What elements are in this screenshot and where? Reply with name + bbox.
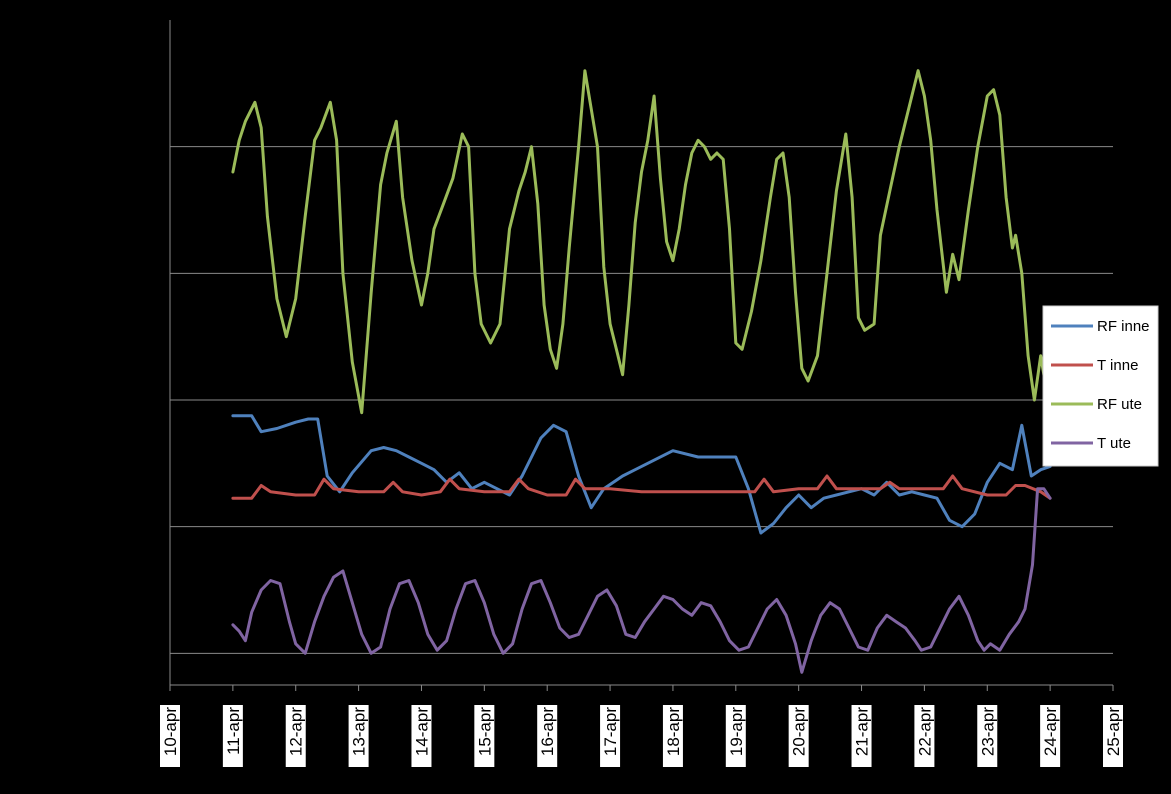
x-tick-label-group: 18-apr bbox=[662, 705, 683, 767]
x-tick-label-bg bbox=[600, 705, 621, 767]
x-tick-label: 11-apr bbox=[224, 707, 243, 755]
x-tick-label-bg bbox=[160, 705, 180, 767]
x-tick-label-group: 20-apr bbox=[788, 705, 809, 767]
x-tick-label-bg bbox=[411, 705, 432, 767]
x-tick-label: 15-apr bbox=[475, 707, 494, 756]
series-line-t-inne bbox=[231, 474, 1052, 500]
series-line-t-ute bbox=[231, 487, 1052, 674]
x-tick-label: 14-apr bbox=[412, 707, 431, 756]
x-tick-label-bg bbox=[1103, 705, 1123, 767]
x-tick-label-group: 11-apr bbox=[222, 705, 243, 767]
x-tick-label: 25-apr bbox=[1104, 707, 1123, 756]
x-tick-label: 21-apr bbox=[853, 707, 872, 756]
x-axis-tick-labels: 10-apr 11-apr 12-apr 13-apr 14-apr 15-apr 16-a… bbox=[160, 705, 1123, 767]
x-tick-label-group: 19-apr bbox=[725, 705, 746, 767]
x-tick-label-group: 17-apr bbox=[600, 705, 621, 767]
x-tick-label-bg bbox=[977, 705, 998, 767]
x-tick-label-group: 15-apr bbox=[474, 705, 495, 767]
x-tick-label-group: 23-apr bbox=[977, 705, 998, 767]
x-tick-label-bg bbox=[914, 705, 935, 767]
legend: RF inne T inne RF ute T ute bbox=[1042, 305, 1159, 467]
x-tick-label-group: 10-apr bbox=[160, 705, 180, 767]
x-tick-label-group: 22-apr bbox=[914, 705, 935, 767]
x-tick-label-bg bbox=[725, 705, 746, 767]
legend-box bbox=[1042, 305, 1159, 467]
x-tick-label-bg bbox=[348, 705, 369, 767]
x-tick-label-bg bbox=[222, 705, 243, 767]
x-tick-label: 22-apr bbox=[915, 707, 934, 756]
legend-label: RF inne bbox=[1097, 318, 1150, 335]
legend-label: T ute bbox=[1097, 435, 1131, 452]
x-tick-label-group: 24-apr bbox=[1040, 705, 1061, 767]
x-tick-label-group: 25-apr bbox=[1103, 705, 1123, 767]
x-tick-label-group: 21-apr bbox=[851, 705, 872, 767]
x-tick-label: 18-apr bbox=[664, 707, 683, 756]
legend-label: RF ute bbox=[1097, 396, 1142, 413]
x-tick-label: 24-apr bbox=[1041, 707, 1060, 756]
series-layer bbox=[231, 69, 1052, 674]
x-tick-label-bg bbox=[788, 705, 809, 767]
gridlines bbox=[170, 146, 1113, 654]
x-tick-label-bg bbox=[1040, 705, 1061, 767]
x-tick-label: 12-apr bbox=[287, 707, 306, 756]
x-tick-label: 10-apr bbox=[161, 707, 180, 756]
x-tick-label-bg bbox=[851, 705, 872, 767]
x-tick-label: 16-apr bbox=[538, 707, 557, 756]
x-tick-label-group: 13-apr bbox=[348, 705, 369, 767]
x-tick-label-group: 16-apr bbox=[537, 705, 558, 767]
series-line-rf-ute bbox=[231, 69, 1052, 415]
x-tick-label-bg bbox=[474, 705, 495, 767]
x-tick-label: 19-apr bbox=[727, 707, 746, 756]
x-tick-label-bg bbox=[285, 705, 306, 767]
x-tick-label: 23-apr bbox=[978, 707, 997, 756]
x-tick-label-group: 12-apr bbox=[285, 705, 306, 767]
x-tick-label-bg bbox=[537, 705, 558, 767]
x-tick-label-group: 14-apr bbox=[411, 705, 432, 767]
x-tick-label: 20-apr bbox=[790, 707, 809, 756]
legend-label: T inne bbox=[1097, 357, 1138, 374]
x-tick-label: 13-apr bbox=[350, 707, 369, 756]
x-tick-label: 17-apr bbox=[601, 707, 620, 756]
series-line-rf-inne bbox=[231, 414, 1052, 535]
axes bbox=[169, 20, 1114, 691]
x-tick-label-bg bbox=[662, 705, 683, 767]
